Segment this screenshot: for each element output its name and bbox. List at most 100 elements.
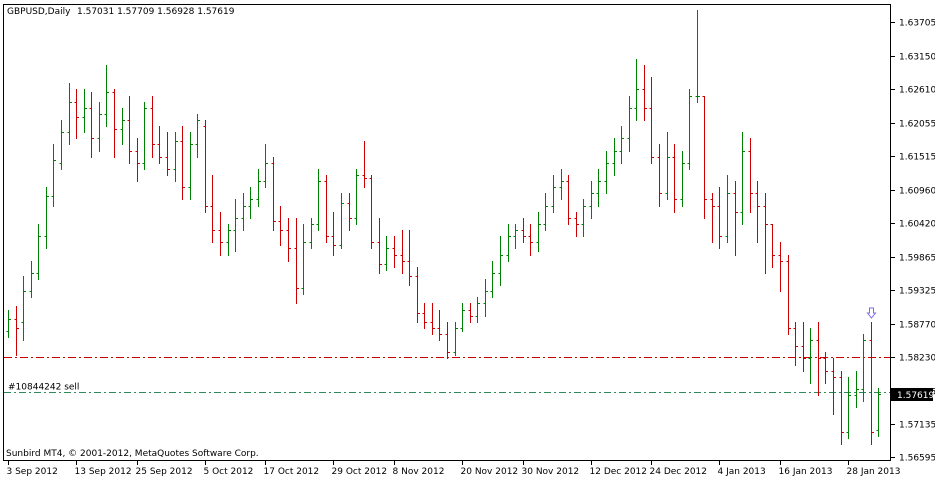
ohlc-bar xyxy=(400,230,405,274)
current-price-marker: 1.57619 xyxy=(891,388,934,401)
ohlc-bar xyxy=(188,132,193,200)
ohlc-bar xyxy=(793,322,798,366)
ohlc-bar xyxy=(6,310,11,338)
ohlc-bar xyxy=(687,89,692,170)
ohlc-bar xyxy=(67,83,72,145)
current-price-label: 1.57619 xyxy=(897,391,934,401)
ohlc-bar xyxy=(634,59,639,121)
ohlc-bar xyxy=(763,193,768,274)
ohlc-bar xyxy=(551,175,556,213)
ohlc-bar xyxy=(483,279,488,317)
ohlc-bar xyxy=(445,322,450,359)
ohlc-bar xyxy=(854,371,859,408)
price-tick-label: 1.56595 xyxy=(899,454,935,464)
ohlc-bar xyxy=(127,96,132,164)
ohlc-bar xyxy=(407,230,412,286)
ohlc-bar xyxy=(263,144,268,188)
ohlc-bar xyxy=(589,181,594,219)
down-arrow-icon xyxy=(866,307,877,319)
price-axis[interactable]: 1.63705 1.63150 1.62610 1.62055 1.61515 1.609… xyxy=(891,19,935,464)
ohlc-bar xyxy=(203,120,208,213)
ohlc-bar xyxy=(180,126,185,200)
ohlc-bar xyxy=(725,175,730,243)
price-tick-label: 1.63705 xyxy=(899,19,935,29)
ohlc-bar xyxy=(816,322,821,396)
ohlc-bar xyxy=(14,306,19,356)
ohlc-bar xyxy=(29,261,34,298)
ohlc-bar xyxy=(717,187,722,249)
ohlc-bar xyxy=(869,322,874,445)
ohlc-bar xyxy=(506,224,511,262)
ohlc-bar xyxy=(839,371,844,445)
ohlc-bar xyxy=(377,218,382,274)
order-label: #10844242 sell xyxy=(8,383,79,393)
ohlc-bar xyxy=(823,352,828,384)
ohlc-bar xyxy=(430,303,435,335)
ohlc-bar xyxy=(536,212,541,252)
ohlc-bar xyxy=(384,236,389,271)
ohlc-bar xyxy=(755,181,760,243)
ohlc-bar xyxy=(256,169,261,207)
ohlc-readout: 1.57031 1.57709 1.56928 1.57619 xyxy=(77,7,235,17)
time-tick-label: 5 Oct 2012 xyxy=(204,467,254,477)
ohlc-bar xyxy=(778,242,783,292)
ohlc-bar xyxy=(490,261,495,298)
ohlc-bar xyxy=(574,212,579,237)
time-tick-label: 25 Sep 2012 xyxy=(136,467,193,477)
ohlc-bar xyxy=(453,322,458,356)
ohlc-bar xyxy=(120,108,125,145)
time-tick-label: 28 Jan 2013 xyxy=(847,467,901,477)
time-tick-label: 17 Oct 2012 xyxy=(264,467,320,477)
ohlc-bar xyxy=(89,92,94,158)
ohlc-bar xyxy=(566,175,571,225)
ohlc-bar xyxy=(165,132,170,176)
ohlc-bar xyxy=(543,193,548,231)
ohlc-bar xyxy=(498,236,503,286)
time-tick-label: 8 Nov 2012 xyxy=(393,467,445,477)
ohlc-bar xyxy=(271,157,276,231)
ohlc-bar xyxy=(347,193,352,231)
ohlc-bar xyxy=(44,187,49,249)
copyright-text: Sunbird MT4, © 2001-2012, MetaQuotes Sof… xyxy=(6,449,259,459)
ohlc-bar xyxy=(786,255,791,335)
ohlc-bar xyxy=(460,303,465,332)
ohlc-bar xyxy=(861,334,866,402)
ohlc-bar xyxy=(392,236,397,268)
ohlc-bar xyxy=(702,96,707,219)
time-tick-label: 4 Jan 2013 xyxy=(718,467,766,477)
ohlc-bar xyxy=(82,89,87,133)
ohlc-bar xyxy=(672,144,677,213)
ohlc-bar xyxy=(808,328,813,384)
price-tick-label: 1.58770 xyxy=(899,321,935,331)
price-tick-label: 1.59865 xyxy=(899,254,935,264)
ohlc-bar xyxy=(695,10,700,103)
price-level-lines: #10844242 sell xyxy=(4,357,890,393)
ohlc-bar xyxy=(649,77,654,164)
ohlc-bar xyxy=(233,199,238,252)
time-tick-label: 12 Dec 2012 xyxy=(590,467,648,477)
ohlc-bar xyxy=(157,126,162,164)
ohlc-bar xyxy=(36,224,41,280)
time-axis[interactable]: 3 Sep 2012 13 Sep 2012 25 Sep 2012 5 Oct 20… xyxy=(7,461,901,477)
ohlc-bar xyxy=(104,65,109,127)
price-tick-label: 1.58230 xyxy=(899,354,935,364)
ohlc-bar xyxy=(142,102,147,170)
ohlc-bar xyxy=(362,141,367,188)
ohlc-bar xyxy=(665,132,670,200)
ohlc-bar xyxy=(627,96,632,152)
ohlc-bar xyxy=(226,224,231,256)
ohlc-bar xyxy=(876,388,881,437)
ohlc-bar xyxy=(173,132,178,182)
ohlc-bar xyxy=(604,151,609,194)
price-tick-label: 1.59325 xyxy=(899,287,935,297)
price-tick-label: 1.62610 xyxy=(899,86,935,96)
ohlc-bar xyxy=(831,358,836,415)
ohlc-bar xyxy=(748,138,753,213)
ohlc-bar xyxy=(195,114,200,158)
time-tick-label: 3 Sep 2012 xyxy=(7,467,58,477)
price-tick-label: 1.60420 xyxy=(899,220,935,230)
ohlc-bar xyxy=(596,169,601,207)
ohlc-bar xyxy=(301,224,306,295)
